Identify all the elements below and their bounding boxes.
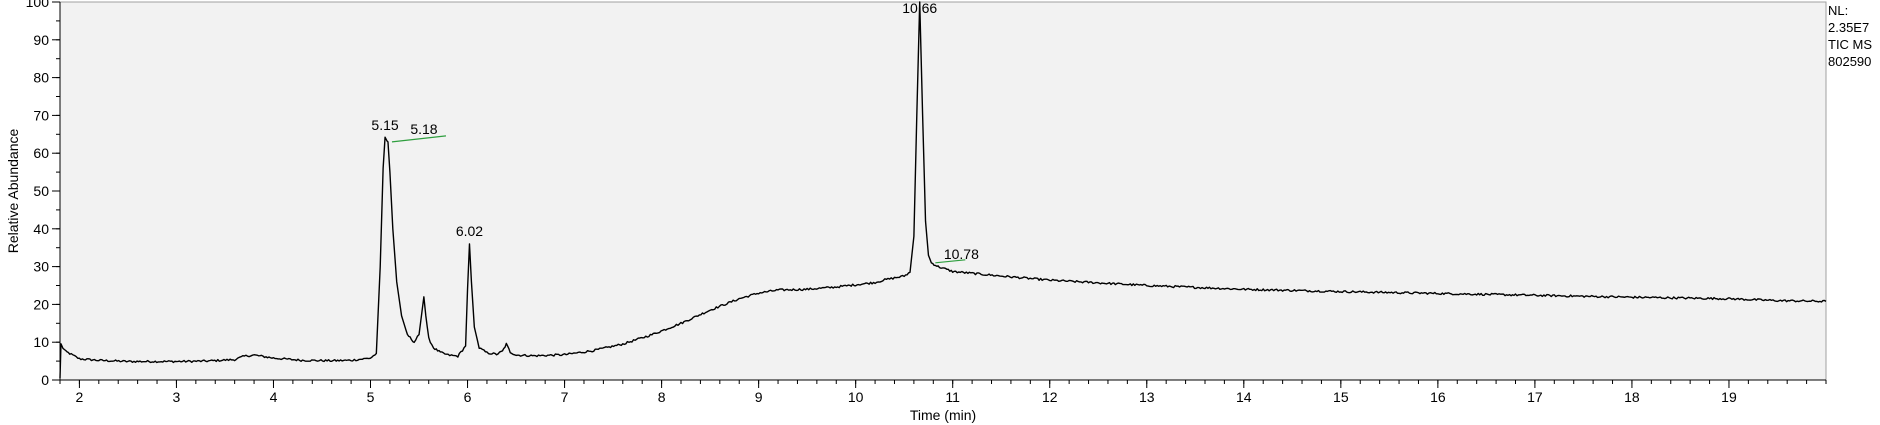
- x-tick-label: 11: [945, 389, 960, 405]
- trace-info-panel: NL: 2.35E7 TIC MS 802590: [1828, 2, 1872, 70]
- x-tick-label: 3: [173, 389, 181, 405]
- x-tick-label: 9: [755, 389, 763, 405]
- peak-label: 10.78: [944, 246, 979, 262]
- x-tick-label: 10: [848, 389, 864, 405]
- y-tick-label: 50: [33, 183, 49, 199]
- plot-area: [59, 1, 1827, 381]
- x-tick-label: 7: [561, 389, 569, 405]
- x-tick-label: 18: [1624, 389, 1640, 405]
- y-tick-label: 30: [33, 259, 49, 275]
- x-tick-label: 6: [464, 389, 472, 405]
- x-tick-label: 13: [1139, 389, 1155, 405]
- peak-label: 6.02: [456, 223, 483, 239]
- y-tick-label: 70: [33, 107, 49, 123]
- tic-trace-line: [59, 1, 1827, 379]
- peak-label: 5.18: [410, 121, 437, 137]
- x-tick-label: 4: [270, 389, 278, 405]
- peak-label: 10.66: [902, 0, 937, 16]
- x-tick-label: 15: [1333, 389, 1349, 405]
- trace-label: TIC MS: [1828, 37, 1873, 52]
- x-tick-label: 16: [1430, 389, 1446, 405]
- x-axis-title: Time (min): [910, 407, 976, 423]
- peak-marker-line: [935, 259, 966, 264]
- peak-label: 5.15: [371, 117, 398, 133]
- nl-value: 2.35E7: [1828, 20, 1870, 35]
- y-axis-title: Relative Abundance: [5, 129, 21, 254]
- x-tick-label: 19: [1721, 389, 1737, 405]
- sample-id: 802590: [1828, 54, 1872, 69]
- annotation-layer: 5.15 5.18 6.02 10.66 10.78: [371, 0, 979, 264]
- axis-layer: 2 3 4 5 6 7 8 9 10 11 12 13 14 15 16 17 18 19 0 10 20 30 40 50 6…: [26, 0, 1827, 405]
- y-tick-label: 100: [26, 0, 50, 10]
- x-tick-label: 5: [367, 389, 375, 405]
- y-tick-label: 20: [33, 296, 49, 312]
- y-tick-label: 10: [33, 334, 49, 350]
- y-tick-label: 90: [33, 32, 49, 48]
- y-tick-label: 0: [41, 372, 49, 388]
- y-tick-label: 80: [33, 70, 49, 86]
- series-layer: [59, 1, 1827, 379]
- x-tick-label: 8: [658, 389, 666, 405]
- x-tick-label: 14: [1236, 389, 1252, 405]
- x-tick-label: 12: [1042, 389, 1058, 405]
- nl-label: NL:: [1828, 3, 1849, 18]
- x-tick-label: 17: [1527, 389, 1543, 405]
- x-tick-label: 2: [76, 389, 84, 405]
- peak-marker-line: [391, 135, 447, 143]
- y-tick-label: 40: [33, 221, 49, 237]
- y-tick-label: 60: [33, 145, 49, 161]
